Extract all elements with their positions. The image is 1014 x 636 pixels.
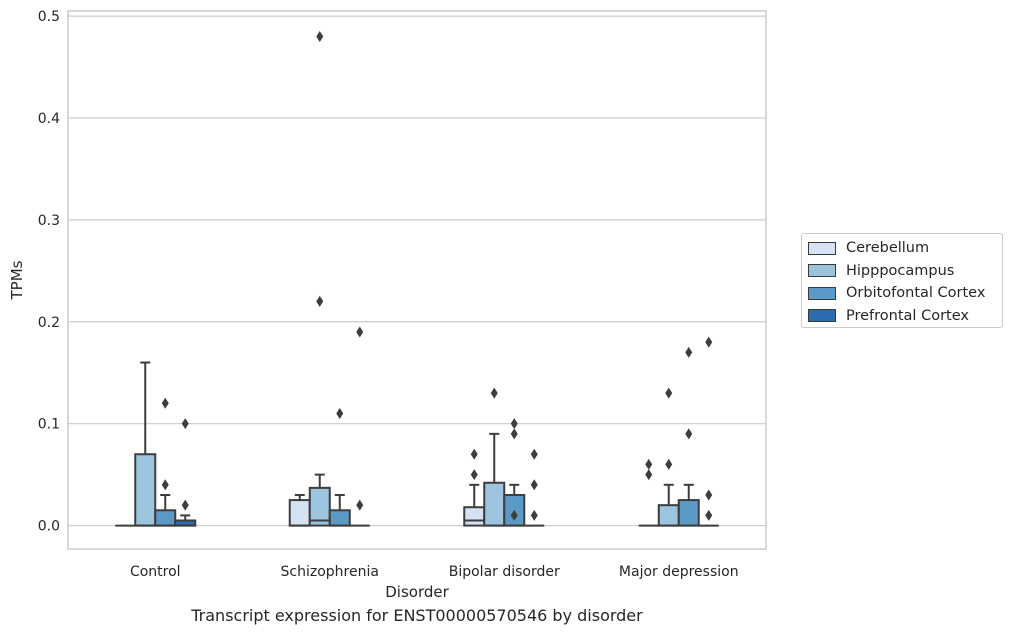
box-orbitofontal-cortex xyxy=(154,397,177,527)
legend: Cerebellum Hipppocampus Orbitofontal Corte… xyxy=(801,233,1003,328)
box-orbitofontal-cortex xyxy=(328,407,351,527)
legend-item: Hipppocampus xyxy=(808,262,954,280)
x-tick-label: Control xyxy=(130,564,181,580)
boxes xyxy=(115,30,719,527)
outlier-point xyxy=(705,509,713,521)
legend-item: Prefrontal Cortex xyxy=(808,307,969,325)
legend-item: Cerebellum xyxy=(808,239,929,257)
outlier-point xyxy=(510,509,518,521)
outlier-point xyxy=(181,499,189,511)
box-body xyxy=(483,481,506,527)
y-tick-labels: 0.0 0.1 0.2 0.3 0.4 0.5 xyxy=(38,9,60,534)
y-tick-label: 0.4 xyxy=(38,111,60,127)
x-tick-label: Bipolar disorder xyxy=(449,564,560,580)
outlier-point xyxy=(316,295,324,307)
box-body xyxy=(463,506,486,527)
outlier-point xyxy=(705,336,713,348)
box-hipppocampus xyxy=(483,387,506,527)
box-orbitofontal-cortex xyxy=(503,418,526,527)
y-tick-label: 0.0 xyxy=(38,519,60,535)
legend-label: Hipppocampus xyxy=(846,262,955,279)
figure-caption: Transcript expression for ENST0000057054… xyxy=(191,606,643,625)
outlier-point xyxy=(161,397,169,409)
outlier-point xyxy=(665,387,673,399)
box-hipppocampus xyxy=(134,361,157,527)
legend-swatch xyxy=(808,264,836,277)
outlier-point xyxy=(181,418,189,430)
box-body xyxy=(308,486,331,527)
y-tick-label: 0.5 xyxy=(38,9,60,25)
outlier-point xyxy=(510,418,518,430)
box-body xyxy=(154,509,177,527)
x-tick-labels: Control Schizophrenia Bipolar disorder Majo… xyxy=(130,564,739,580)
outlier-point xyxy=(645,469,653,481)
box-hipppocampus xyxy=(308,30,331,527)
outlier-point xyxy=(645,458,653,470)
outlier-point xyxy=(336,407,344,419)
y-tick-label: 0.1 xyxy=(38,417,60,433)
y-tick-label: 0.3 xyxy=(38,213,60,229)
outlier-point xyxy=(705,489,713,501)
x-tick-label: Major depression xyxy=(619,564,739,580)
outlier-point xyxy=(685,346,693,358)
outlier-point xyxy=(530,509,538,521)
box-prefrontal-cortex xyxy=(698,336,719,527)
legend-swatch xyxy=(808,241,836,255)
grid-lines xyxy=(68,15,766,527)
outlier-point xyxy=(510,428,518,440)
legend-item: Orbitofontal Cortex xyxy=(808,284,985,302)
outlier-point xyxy=(470,448,478,460)
legend-label: Cerebellum xyxy=(846,240,930,256)
outlier-point xyxy=(685,428,693,440)
box-body xyxy=(328,509,351,527)
outlier-point xyxy=(490,387,498,399)
box-cerebellum xyxy=(288,493,311,527)
outlier-point xyxy=(356,326,364,338)
y-tick-label: 0.2 xyxy=(38,315,60,331)
legend-label: Orbitofontal Cortex xyxy=(846,285,986,301)
outlier-point xyxy=(161,479,169,491)
outlier-point xyxy=(530,448,538,460)
plot-area xyxy=(67,10,767,550)
legend-label: Prefrontal Cortex xyxy=(846,307,969,324)
box-body xyxy=(288,499,311,527)
box-prefrontal-cortex xyxy=(524,448,545,527)
box-hipppocampus xyxy=(657,387,680,527)
x-tick-label: Schizophrenia xyxy=(281,564,379,580)
outlier-point xyxy=(356,499,364,511)
outlier-point xyxy=(316,30,324,42)
box-prefrontal-cortex xyxy=(174,418,197,527)
legend-swatch xyxy=(808,309,836,322)
legend-swatch xyxy=(808,286,836,300)
box-orbitofontal-cortex xyxy=(677,346,700,527)
box-body xyxy=(677,499,700,527)
box-prefrontal-cortex xyxy=(349,326,370,527)
box-body xyxy=(657,504,680,527)
outlier-point xyxy=(470,469,478,481)
y-axis-label: TPMs xyxy=(8,260,26,300)
x-axis-label: Disorder xyxy=(385,583,449,601)
outlier-point xyxy=(665,458,673,470)
box-body xyxy=(134,453,157,527)
box-cerebellum xyxy=(638,458,659,527)
outlier-point xyxy=(530,479,538,491)
box-cerebellum xyxy=(463,448,486,527)
